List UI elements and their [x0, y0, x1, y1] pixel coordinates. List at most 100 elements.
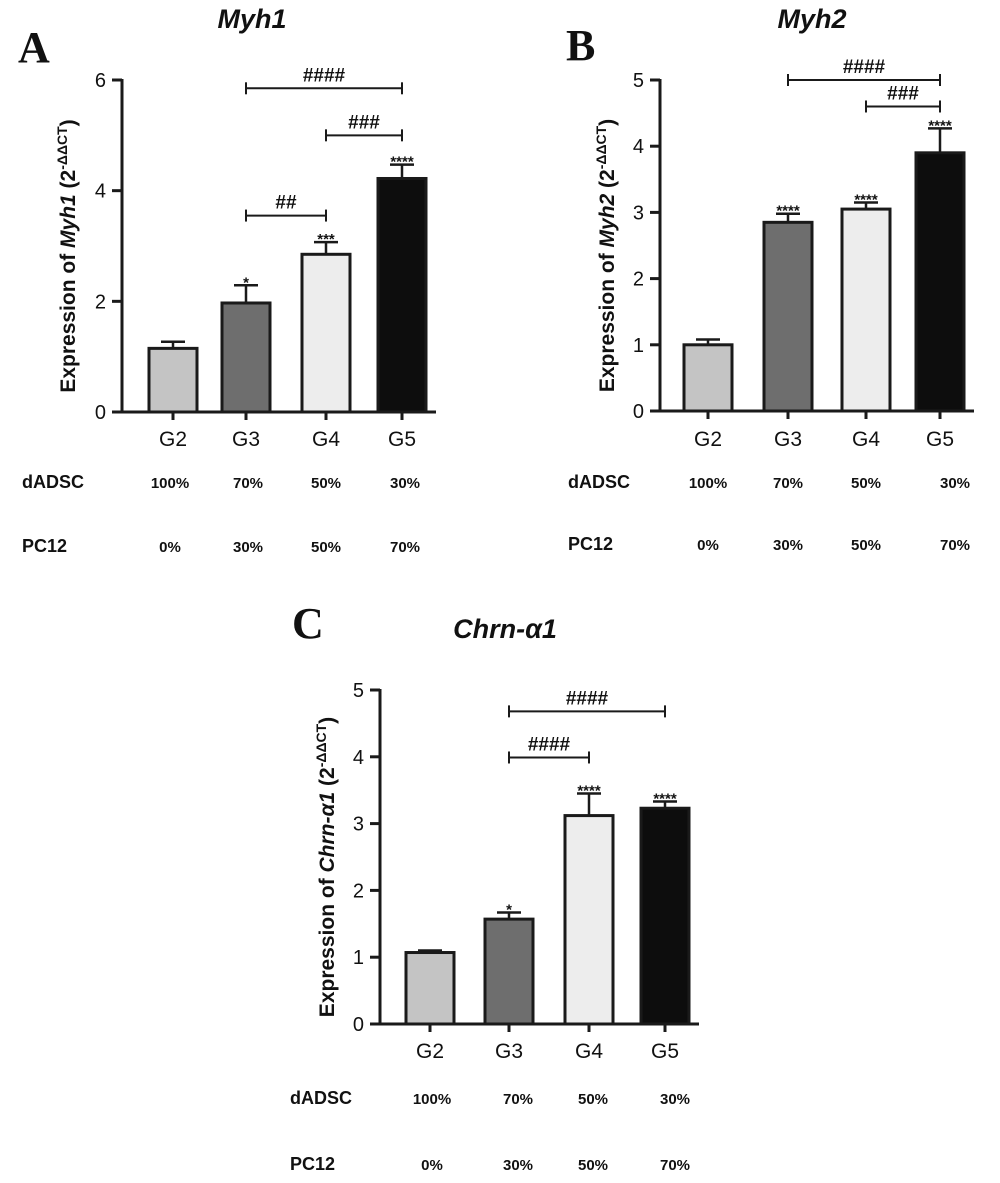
- table-cell: 30%: [940, 475, 970, 492]
- y-tick-label: 4: [353, 747, 364, 769]
- y-tick-label: 5: [633, 70, 644, 92]
- table-cell: 0%: [697, 537, 719, 554]
- significance-marker: ****: [577, 783, 601, 800]
- y-axis-label-superscript: -ΔΔCT: [593, 125, 609, 169]
- panel-title: Chrn-α1: [453, 614, 557, 644]
- x-tick-label: G4: [312, 428, 340, 451]
- panel-letter: A: [18, 23, 50, 72]
- x-tick-label: G2: [159, 428, 187, 451]
- y-tick-label: 3: [353, 814, 364, 836]
- table-cell: 100%: [413, 1091, 451, 1108]
- y-tick-label: 2: [353, 880, 364, 902]
- x-tick-label: G3: [495, 1040, 523, 1063]
- y-tick-label: 4: [633, 136, 644, 158]
- panel-c: C Chrn-α1 Expression of Chrn-α1 (2-ΔΔCT) 0 1…: [290, 599, 699, 1174]
- table-row-name-dadsc: dADSC: [22, 472, 84, 492]
- y-axis-label-prefix: Expression of: [596, 247, 619, 392]
- table-cell: 50%: [578, 1157, 608, 1174]
- y-axis-label-prefix: Expression of: [57, 248, 80, 393]
- y-axis-label: Expression of Chrn-α1 (2-ΔΔCT): [313, 717, 339, 1017]
- x-tick-label: G2: [416, 1040, 444, 1063]
- significance-marker: ****: [854, 191, 878, 208]
- panel-title: Myh2: [777, 4, 846, 34]
- y-tick-label: 2: [95, 291, 106, 313]
- panel-letter: B: [566, 21, 595, 70]
- y-axis-label-base: (2: [596, 169, 619, 194]
- comparison-label: ###: [887, 83, 919, 104]
- table-row-name-dadsc: dADSC: [568, 472, 630, 492]
- x-tick-label: G5: [651, 1040, 679, 1063]
- comparison-label: ####: [843, 57, 886, 78]
- bar-g2: [682, 343, 734, 413]
- table-cell: 30%: [390, 475, 420, 492]
- bar-g5: [376, 176, 428, 414]
- bar-g2: [147, 346, 199, 414]
- y-tick-label: 2: [633, 269, 644, 291]
- table-row-name-dadsc: dADSC: [290, 1088, 352, 1108]
- x-tick-label: G3: [232, 428, 260, 451]
- significance-marker: ****: [928, 117, 952, 134]
- table-cell: 50%: [311, 539, 341, 556]
- bar-g5: [914, 151, 966, 413]
- table-cell: 70%: [233, 475, 263, 492]
- comparison-label: ####: [528, 734, 571, 755]
- table-row-name-pc12: PC12: [290, 1154, 335, 1174]
- y-tick-label: 5: [353, 680, 364, 702]
- bar-g5: [639, 806, 691, 1026]
- bar-g3: [483, 917, 535, 1026]
- bar-g3: [762, 220, 814, 413]
- bar-g2: [404, 951, 456, 1026]
- y-axis-label-gene: Myh1: [57, 194, 80, 248]
- table-cell: 70%: [660, 1157, 690, 1174]
- significance-marker: ***: [317, 231, 335, 248]
- table-cell: 30%: [233, 539, 263, 556]
- comparison-label: ####: [303, 65, 346, 86]
- y-axis-label-suffix: ): [57, 119, 80, 126]
- table-cell: 100%: [151, 475, 189, 492]
- table-cell: 30%: [773, 537, 803, 554]
- y-tick-label: 1: [353, 947, 364, 969]
- comparison-label: ####: [566, 688, 609, 709]
- table-cell: 70%: [390, 539, 420, 556]
- y-axis-label-suffix: ): [316, 717, 339, 724]
- x-tick-label: G5: [388, 428, 416, 451]
- y-axis-label-superscript: -ΔΔCT: [54, 126, 70, 170]
- y-tick-label: 0: [633, 401, 644, 423]
- table-row-name-pc12: PC12: [22, 536, 67, 556]
- table-cell: 70%: [503, 1091, 533, 1108]
- y-axis-label-gene: Myh2: [596, 193, 619, 247]
- y-tick-label: 0: [353, 1014, 364, 1036]
- table-row-name-pc12: PC12: [568, 534, 613, 554]
- table-cell: 70%: [940, 537, 970, 554]
- bar-g4: [840, 207, 892, 413]
- table-cell: 50%: [851, 475, 881, 492]
- table-cell: 70%: [773, 475, 803, 492]
- y-axis-label-base: (2: [57, 170, 80, 195]
- table-cell: 100%: [689, 475, 727, 492]
- y-axis-label-superscript: -ΔΔCT: [313, 723, 329, 767]
- table-cell: 50%: [311, 475, 341, 492]
- y-axis-label: Expression of Myh2 (2-ΔΔCT): [593, 119, 619, 392]
- bar-g3: [220, 301, 272, 414]
- x-tick-label: G2: [694, 428, 722, 451]
- y-tick-label: 4: [95, 181, 106, 203]
- comparison-label: ##: [275, 193, 297, 214]
- table-cell: 0%: [421, 1157, 443, 1174]
- table-cell: 50%: [851, 537, 881, 554]
- y-tick-label: 3: [633, 202, 644, 224]
- y-axis-label-base: (2: [316, 767, 339, 792]
- bar-g4: [563, 814, 615, 1026]
- y-tick-label: 1: [633, 335, 644, 357]
- y-tick-label: 0: [95, 402, 106, 424]
- significance-marker: ****: [653, 791, 677, 808]
- panel-title: Myh1: [217, 4, 286, 34]
- significance-marker: *: [243, 274, 249, 291]
- table-cell: 30%: [503, 1157, 533, 1174]
- y-axis-label-prefix: Expression of: [316, 872, 339, 1017]
- y-axis-label-suffix: ): [596, 119, 619, 126]
- panel-letter: C: [292, 599, 324, 648]
- x-tick-label: G3: [774, 428, 802, 451]
